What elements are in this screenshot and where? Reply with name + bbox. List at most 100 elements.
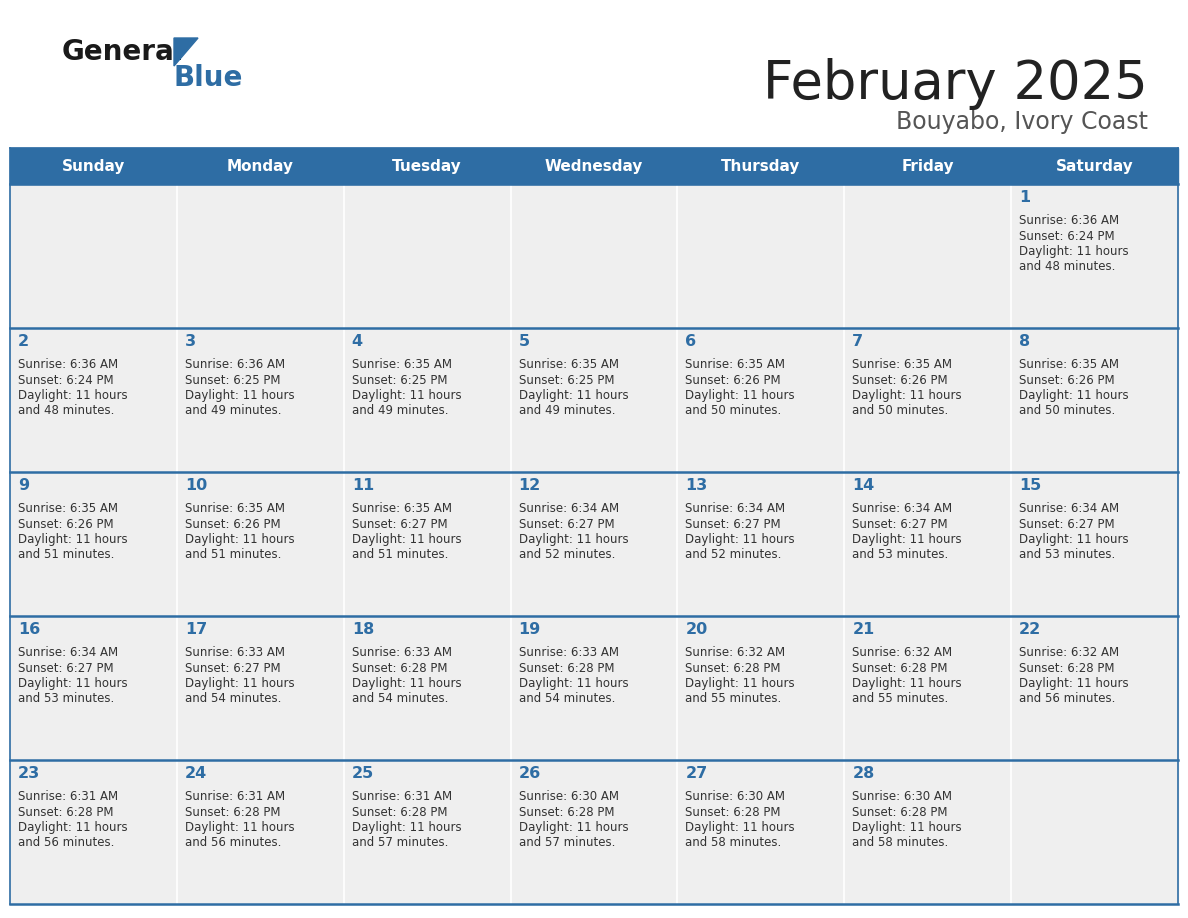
Text: 4: 4 [352,334,362,349]
Text: Sunset: 6:25 PM: Sunset: 6:25 PM [352,374,447,386]
Text: Sunrise: 6:30 AM: Sunrise: 6:30 AM [852,790,953,803]
Text: Daylight: 11 hours: Daylight: 11 hours [185,821,295,834]
Text: Sunrise: 6:35 AM: Sunrise: 6:35 AM [852,358,953,371]
Text: Sunrise: 6:35 AM: Sunrise: 6:35 AM [352,502,451,515]
Bar [10,760,177,904]
Text: Sunset: 6:27 PM: Sunset: 6:27 PM [852,518,948,531]
Bar [845,760,1011,904]
Text: Daylight: 11 hours: Daylight: 11 hours [852,533,962,546]
Text: 10: 10 [185,478,207,493]
Text: Sunset: 6:27 PM: Sunset: 6:27 PM [18,662,114,675]
Text: Daylight: 11 hours: Daylight: 11 hours [519,389,628,402]
Text: Saturday: Saturday [1056,159,1133,174]
Text: Daylight: 11 hours: Daylight: 11 hours [1019,677,1129,690]
Bar [10,184,177,328]
Text: 14: 14 [852,478,874,493]
Bar [1011,328,1178,472]
Bar [677,472,845,616]
Bar [1011,616,1178,760]
Text: Daylight: 11 hours: Daylight: 11 hours [18,821,127,834]
Text: and 50 minutes.: and 50 minutes. [852,405,948,418]
Text: and 51 minutes.: and 51 minutes. [352,548,448,562]
Text: Bouyabo, Ivory Coast: Bouyabo, Ivory Coast [896,110,1148,134]
Text: and 50 minutes.: and 50 minutes. [1019,405,1116,418]
Text: Sunset: 6:28 PM: Sunset: 6:28 PM [685,805,781,819]
Text: and 54 minutes.: and 54 minutes. [352,692,448,706]
Text: 21: 21 [852,622,874,637]
Text: Sunset: 6:24 PM: Sunset: 6:24 PM [1019,230,1114,242]
Text: and 49 minutes.: and 49 minutes. [185,405,282,418]
Text: Daylight: 11 hours: Daylight: 11 hours [519,821,628,834]
Text: Sunset: 6:28 PM: Sunset: 6:28 PM [852,662,948,675]
Bar [177,760,343,904]
Text: and 48 minutes.: and 48 minutes. [1019,261,1116,274]
Bar [343,184,511,328]
Bar [177,184,343,328]
Text: Sunrise: 6:34 AM: Sunrise: 6:34 AM [18,646,118,659]
Text: 28: 28 [852,766,874,781]
Text: Sunset: 6:27 PM: Sunset: 6:27 PM [519,518,614,531]
Text: Sunrise: 6:33 AM: Sunrise: 6:33 AM [519,646,619,659]
Text: 25: 25 [352,766,374,781]
Bar [845,472,1011,616]
Bar [343,472,511,616]
Text: 22: 22 [1019,622,1042,637]
Text: Sunset: 6:27 PM: Sunset: 6:27 PM [185,662,280,675]
Text: Sunset: 6:28 PM: Sunset: 6:28 PM [1019,662,1114,675]
Text: Sunset: 6:27 PM: Sunset: 6:27 PM [1019,518,1114,531]
Text: Sunrise: 6:36 AM: Sunrise: 6:36 AM [1019,214,1119,227]
Text: Sunrise: 6:31 AM: Sunrise: 6:31 AM [185,790,285,803]
Bar [1011,184,1178,328]
Text: Daylight: 11 hours: Daylight: 11 hours [852,821,962,834]
Text: Wednesday: Wednesday [545,159,643,174]
Bar [511,328,677,472]
Text: Sunset: 6:24 PM: Sunset: 6:24 PM [18,374,114,386]
Text: and 55 minutes.: and 55 minutes. [852,692,948,706]
Text: Daylight: 11 hours: Daylight: 11 hours [685,821,795,834]
Bar [177,472,343,616]
Text: 5: 5 [519,334,530,349]
Text: 27: 27 [685,766,708,781]
Text: Daylight: 11 hours: Daylight: 11 hours [18,677,127,690]
Text: Sunset: 6:26 PM: Sunset: 6:26 PM [185,518,280,531]
Text: Sunset: 6:26 PM: Sunset: 6:26 PM [685,374,781,386]
Text: and 50 minutes.: and 50 minutes. [685,405,782,418]
Text: and 55 minutes.: and 55 minutes. [685,692,782,706]
Text: Sunrise: 6:34 AM: Sunrise: 6:34 AM [685,502,785,515]
Text: Sunrise: 6:36 AM: Sunrise: 6:36 AM [18,358,118,371]
Text: Sunset: 6:27 PM: Sunset: 6:27 PM [352,518,448,531]
Text: Daylight: 11 hours: Daylight: 11 hours [1019,389,1129,402]
Bar [10,616,177,760]
Bar [177,616,343,760]
Text: Sunset: 6:25 PM: Sunset: 6:25 PM [519,374,614,386]
Text: Sunset: 6:26 PM: Sunset: 6:26 PM [18,518,114,531]
Text: Sunset: 6:28 PM: Sunset: 6:28 PM [519,805,614,819]
Text: Sunrise: 6:35 AM: Sunrise: 6:35 AM [685,358,785,371]
Text: Daylight: 11 hours: Daylight: 11 hours [352,533,461,546]
Text: Monday: Monday [227,159,293,174]
Text: 26: 26 [519,766,541,781]
Bar [677,760,845,904]
Bar [177,328,343,472]
Text: and 57 minutes.: and 57 minutes. [519,836,615,849]
Text: Sunrise: 6:30 AM: Sunrise: 6:30 AM [519,790,619,803]
Text: 6: 6 [685,334,696,349]
Text: Daylight: 11 hours: Daylight: 11 hours [185,533,295,546]
Text: 18: 18 [352,622,374,637]
Text: 24: 24 [185,766,207,781]
Text: Daylight: 11 hours: Daylight: 11 hours [185,677,295,690]
Bar [511,616,677,760]
Text: Sunset: 6:28 PM: Sunset: 6:28 PM [18,805,114,819]
Text: and 57 minutes.: and 57 minutes. [352,836,448,849]
Text: Sunrise: 6:32 AM: Sunrise: 6:32 AM [852,646,953,659]
Text: Daylight: 11 hours: Daylight: 11 hours [1019,533,1129,546]
Text: and 51 minutes.: and 51 minutes. [185,548,282,562]
Text: Daylight: 11 hours: Daylight: 11 hours [852,389,962,402]
Text: Sunrise: 6:31 AM: Sunrise: 6:31 AM [18,790,118,803]
Text: 23: 23 [18,766,40,781]
Text: 9: 9 [18,478,30,493]
Text: and 58 minutes.: and 58 minutes. [852,836,948,849]
Text: Sunrise: 6:35 AM: Sunrise: 6:35 AM [519,358,619,371]
Bar [10,328,177,472]
Text: February 2025: February 2025 [763,58,1148,110]
